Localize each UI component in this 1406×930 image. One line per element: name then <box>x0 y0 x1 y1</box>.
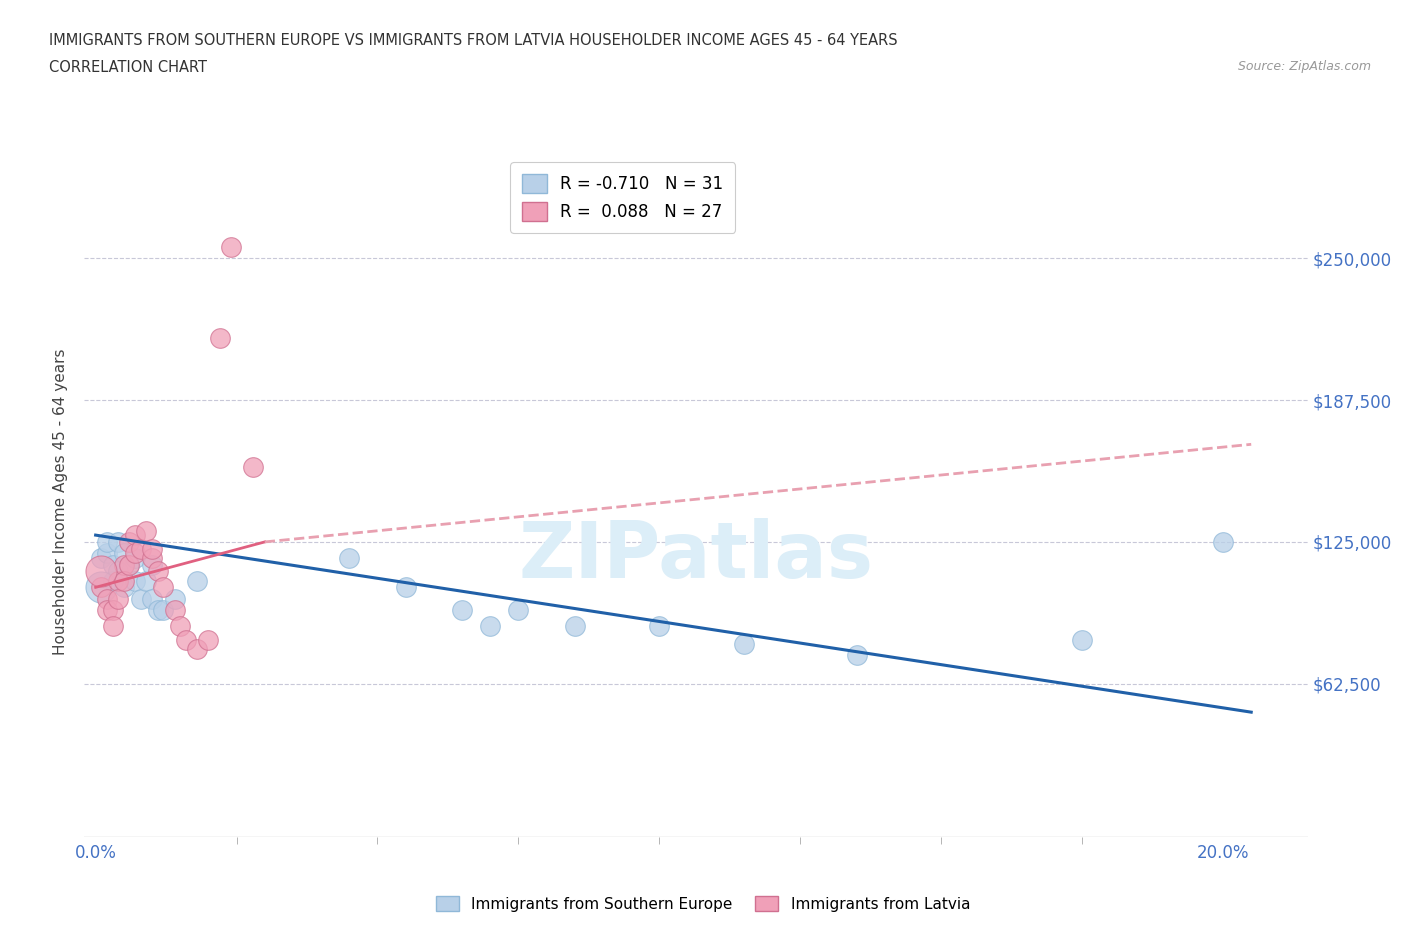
Point <box>107 573 129 588</box>
Point <box>169 618 191 633</box>
Text: ZIPatlas: ZIPatlas <box>519 518 873 593</box>
Point <box>208 330 231 345</box>
Point <box>101 573 124 588</box>
Point <box>141 557 163 572</box>
Point <box>96 591 118 606</box>
Point <box>107 591 129 606</box>
Point <box>1071 632 1094 647</box>
Point <box>129 591 152 606</box>
Point <box>90 564 112 578</box>
Point <box>1212 535 1234 550</box>
Point <box>96 535 118 550</box>
Point <box>186 641 208 656</box>
Point <box>141 591 163 606</box>
Text: Source: ZipAtlas.com: Source: ZipAtlas.com <box>1237 60 1371 73</box>
Point <box>395 580 418 595</box>
Point <box>337 551 360 565</box>
Point <box>118 557 141 572</box>
Point <box>101 557 124 572</box>
Point <box>163 603 186 618</box>
Point <box>118 535 141 550</box>
Point <box>107 564 129 578</box>
Point <box>96 603 118 618</box>
Point <box>112 546 135 561</box>
Point <box>152 580 174 595</box>
Point <box>112 580 135 595</box>
Point <box>129 541 152 556</box>
Point <box>564 618 586 633</box>
Point <box>219 239 242 254</box>
Legend: Immigrants from Southern Europe, Immigrants from Latvia: Immigrants from Southern Europe, Immigra… <box>430 889 976 918</box>
Text: IMMIGRANTS FROM SOUTHERN EUROPE VS IMMIGRANTS FROM LATVIA HOUSEHOLDER INCOME AGE: IMMIGRANTS FROM SOUTHERN EUROPE VS IMMIG… <box>49 33 898 47</box>
Point <box>146 564 169 578</box>
Text: CORRELATION CHART: CORRELATION CHART <box>49 60 207 75</box>
Point <box>135 524 157 538</box>
Point <box>733 637 755 652</box>
Point <box>124 551 146 565</box>
Point <box>141 551 163 565</box>
Point <box>163 591 186 606</box>
Point <box>101 603 124 618</box>
Y-axis label: Householder Income Ages 45 - 64 years: Householder Income Ages 45 - 64 years <box>53 349 69 656</box>
Point <box>135 573 157 588</box>
Point <box>845 648 868 663</box>
Point <box>96 546 118 561</box>
Point <box>124 573 146 588</box>
Point <box>112 557 135 572</box>
Point <box>186 573 208 588</box>
Point <box>508 603 530 618</box>
Point <box>124 527 146 542</box>
Point <box>90 580 112 595</box>
Point <box>112 573 135 588</box>
Point <box>90 551 112 565</box>
Point <box>118 557 141 572</box>
Point <box>101 618 124 633</box>
Point <box>141 541 163 556</box>
Point <box>90 580 112 595</box>
Point <box>152 603 174 618</box>
Point <box>124 546 146 561</box>
Point <box>197 632 219 647</box>
Point <box>451 603 474 618</box>
Point <box>479 618 502 633</box>
Point <box>648 618 671 633</box>
Point <box>242 459 264 474</box>
Point <box>107 535 129 550</box>
Point <box>174 632 197 647</box>
Point <box>146 603 169 618</box>
Legend: R = -0.710   N = 31, R =  0.088   N = 27: R = -0.710 N = 31, R = 0.088 N = 27 <box>510 163 735 232</box>
